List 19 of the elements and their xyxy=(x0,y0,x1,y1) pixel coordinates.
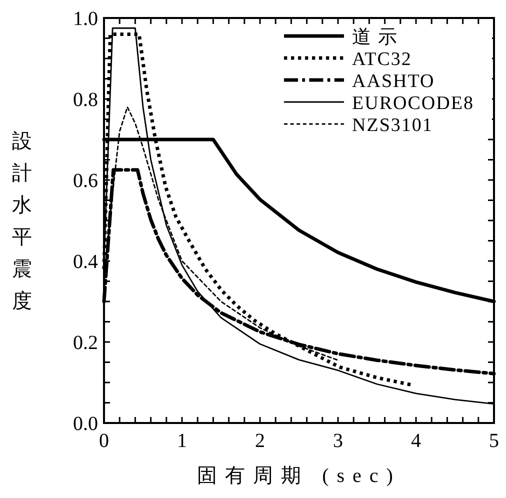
y-axis-title: 設計水平震度 xyxy=(12,130,32,312)
y-tick-label: 0.0 xyxy=(73,413,98,435)
legend-label: AASHTO xyxy=(352,71,435,92)
legend-label: 道 示 xyxy=(352,27,398,48)
legend-label: EUROCODE8 xyxy=(352,93,474,114)
y-tick-label: 0.8 xyxy=(73,89,98,111)
x-tick-label: 5 xyxy=(489,430,499,452)
x-tick-label: 1 xyxy=(177,430,187,452)
legend-label: NZS3101 xyxy=(352,115,433,136)
x-tick-label: 4 xyxy=(411,430,421,452)
x-axis-title: 固有周期 (sec) xyxy=(197,465,401,487)
legend-label: ATC32 xyxy=(352,49,412,70)
y-tick-label: 0.2 xyxy=(73,332,98,354)
x-tick-label: 3 xyxy=(333,430,343,452)
y-tick-label: 1.0 xyxy=(73,8,98,30)
x-tick-label: 2 xyxy=(255,430,265,452)
y-tick-label: 0.6 xyxy=(73,170,98,192)
x-tick-label: 0 xyxy=(99,430,109,452)
y-tick-label: 0.4 xyxy=(73,251,98,273)
